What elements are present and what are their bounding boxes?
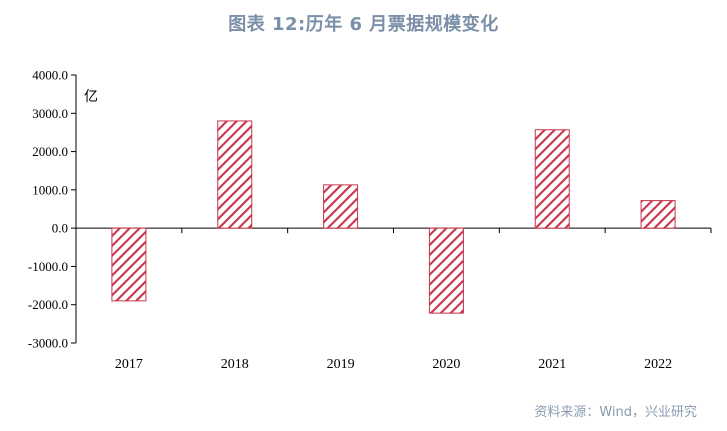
source-note: 资料来源：Wind，兴业研究 xyxy=(534,405,697,420)
x-tick-label: 2020 xyxy=(432,357,460,372)
y-tick-label: 2000.0 xyxy=(32,144,68,159)
bar-2019 xyxy=(323,184,359,229)
bar-2021 xyxy=(534,129,570,229)
bars xyxy=(111,120,676,314)
y-unit-label: 亿 xyxy=(84,89,98,105)
bar-2017 xyxy=(111,227,147,302)
y-tick-label: -1000.0 xyxy=(28,259,68,274)
x-tick-label: 2018 xyxy=(221,357,249,372)
x-axis: 2017 2018 2019 2020 2021 2022 xyxy=(75,227,712,372)
y-tick-label: 3000.0 xyxy=(32,106,68,121)
x-tick-label: 2017 xyxy=(115,357,143,372)
chart-title: 图表 12:历年 6 月票据规模变化 xyxy=(228,14,499,35)
y-tick-label: -2000.0 xyxy=(28,297,68,312)
bar-2022 xyxy=(640,200,676,229)
y-axis: 4000.0 3000.0 2000.0 1000.0 0.0 -1000.0 -2000.… xyxy=(28,68,77,351)
bar-2018 xyxy=(217,120,253,229)
x-tick-label: 2019 xyxy=(327,357,355,372)
x-tick-label: 2022 xyxy=(644,357,672,372)
x-tick-label: 2021 xyxy=(538,357,566,372)
y-tick-label: -3000.0 xyxy=(28,336,68,351)
bar-2020 xyxy=(428,227,464,314)
y-tick-label: 4000.0 xyxy=(32,68,68,83)
y-tick-label: 1000.0 xyxy=(32,182,68,197)
y-tick-label: 0.0 xyxy=(52,221,68,236)
